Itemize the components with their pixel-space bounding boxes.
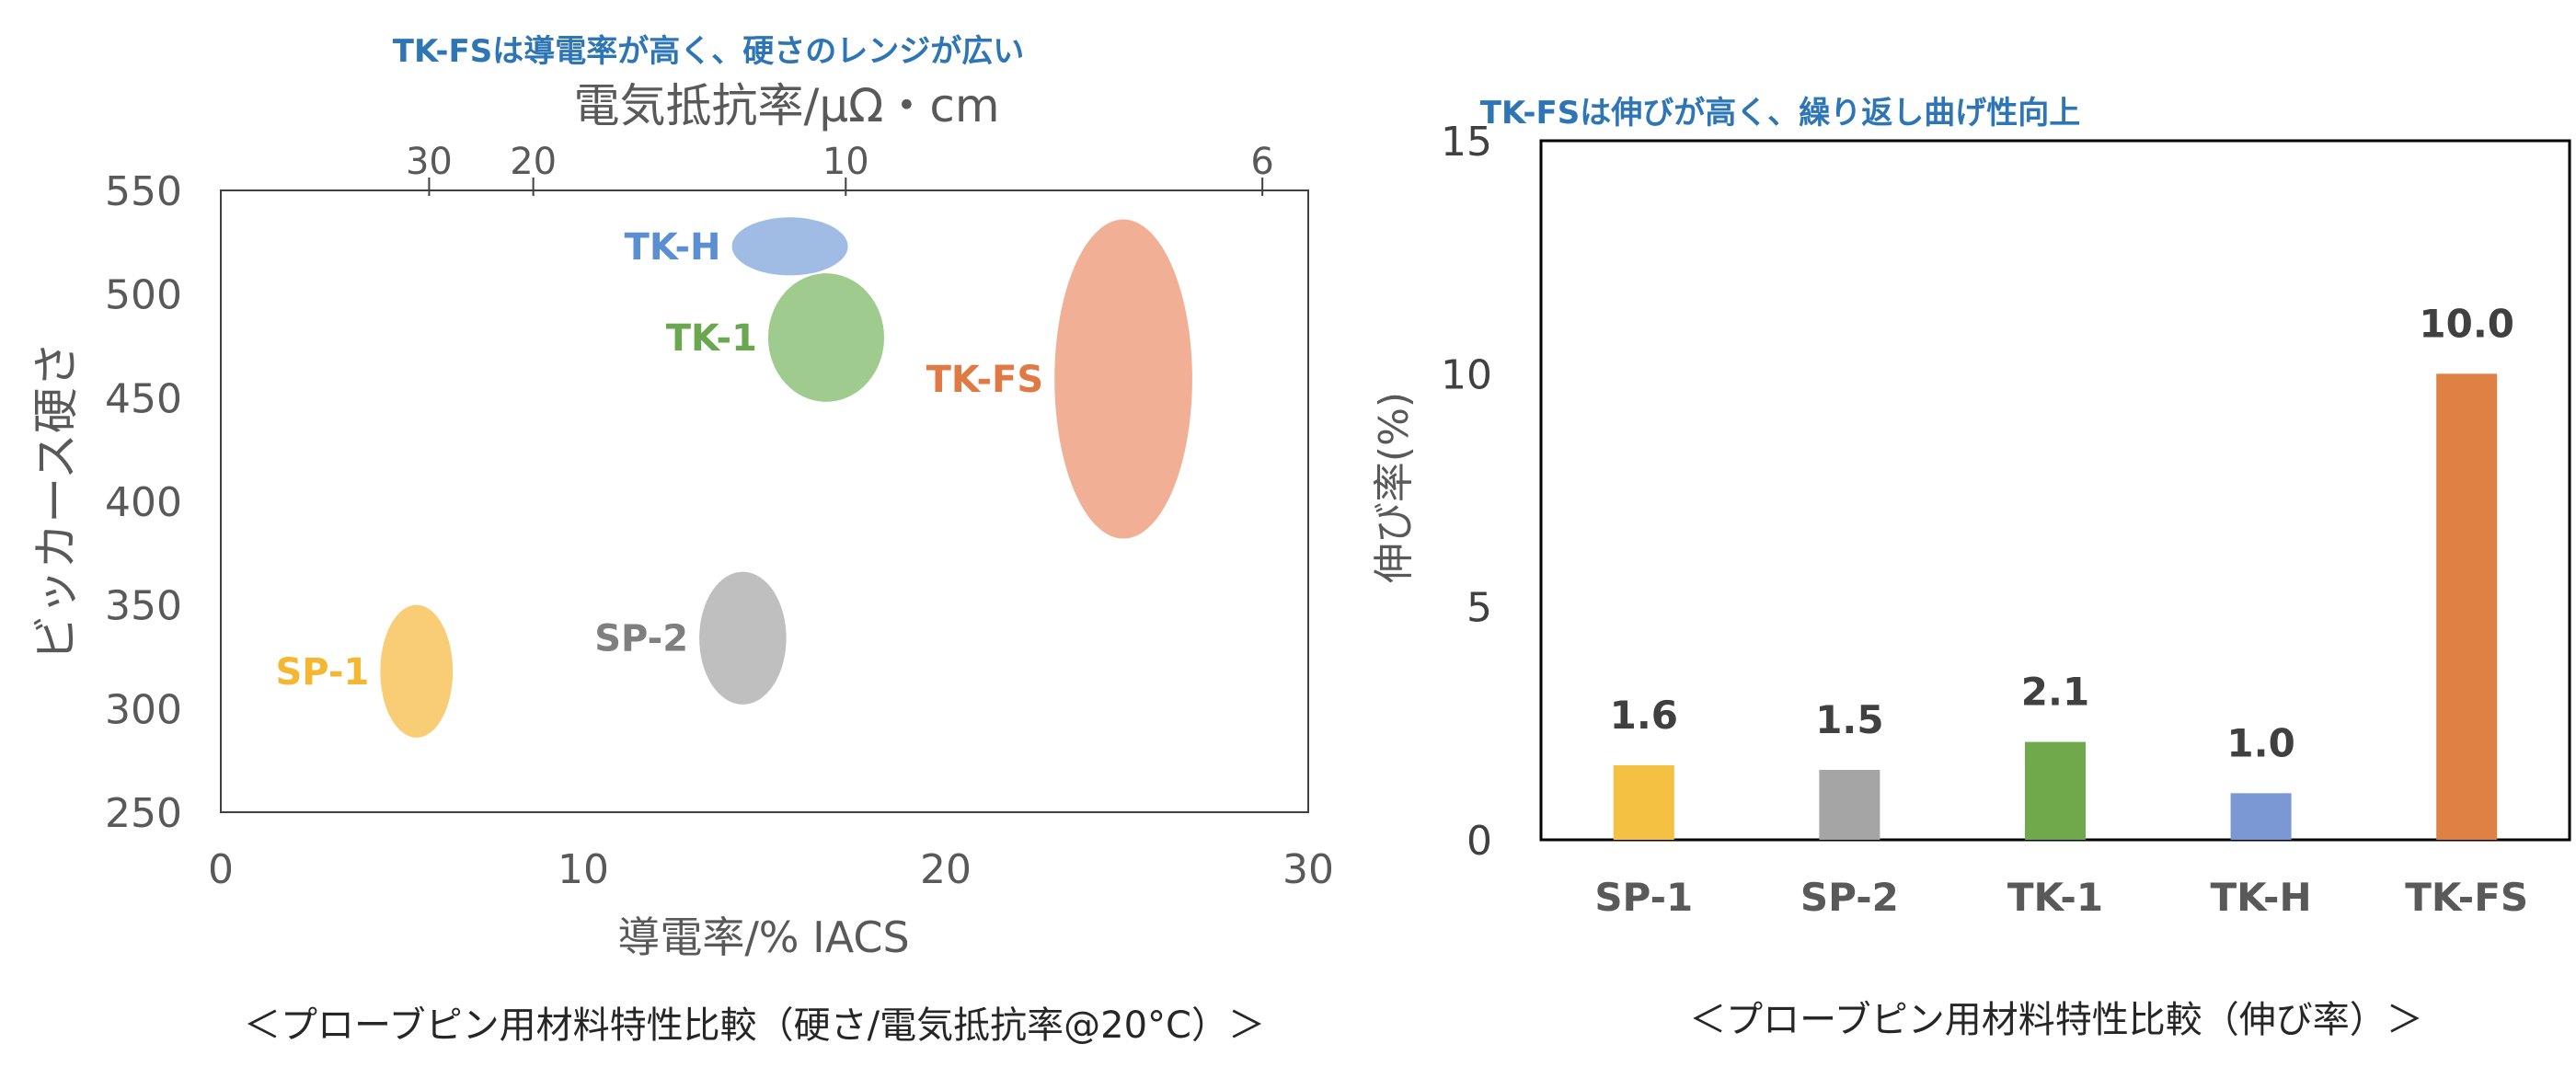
left-x-tick-10: 10 bbox=[558, 846, 609, 893]
right-y-tick-0: 0 bbox=[1466, 818, 1492, 865]
right-y-axis-label: 伸び率(%) bbox=[1371, 392, 1418, 583]
ellipse-tk-1 bbox=[767, 273, 885, 402]
left-plot-area bbox=[220, 189, 1309, 813]
left-chart: TK-FSは導電率が高く、硬さのレンジが広い 電気抵抗率/μΩ・cm 30 20 1… bbox=[29, 33, 1334, 1047]
value-label-tk-1: 2.1 bbox=[2021, 670, 2089, 715]
ellipse-tk-h bbox=[731, 217, 848, 276]
category-label-sp-1: SP-1 bbox=[1594, 875, 1693, 920]
category-label-sp-2: SP-2 bbox=[1800, 875, 1899, 920]
left-y-axis-label: ビッカース硬さ bbox=[29, 341, 83, 661]
right-chart-caption: ＜プローブピン用材料特性比較（伸び率）＞ bbox=[1689, 999, 2423, 1041]
category-label-tk-fs: TK-FS bbox=[2405, 875, 2528, 920]
left-y-tick-300: 300 bbox=[105, 686, 182, 733]
right-plot-area bbox=[1539, 139, 2571, 842]
label-tk-h: TK-H bbox=[625, 226, 721, 269]
left-y-tick-550: 550 bbox=[105, 168, 182, 215]
label-sp-1: SP-1 bbox=[276, 651, 370, 694]
left-secondary-tick-label: 10 bbox=[822, 141, 869, 183]
left-x-tick-20: 20 bbox=[920, 846, 972, 893]
left-secondary-tick-label: 20 bbox=[510, 141, 557, 183]
label-tk-1: TK-1 bbox=[666, 317, 757, 360]
value-label-sp-1: 1.6 bbox=[1610, 693, 1678, 738]
value-label-sp-2: 1.5 bbox=[1815, 697, 1883, 742]
bar-tk-h bbox=[2230, 793, 2292, 840]
left-y-tick-500: 500 bbox=[105, 272, 182, 319]
left-x-tick-0: 0 bbox=[208, 846, 234, 893]
left-y-tick-250: 250 bbox=[105, 790, 182, 837]
right-category-labels: SP-1 SP-2 TK-1 TK-H TK-FS bbox=[1594, 875, 2528, 920]
left-y-tick-450: 450 bbox=[105, 375, 182, 422]
left-secondary-tick-label: 6 bbox=[1250, 141, 1273, 183]
right-y-tick-10: 10 bbox=[1441, 351, 1492, 398]
left-x-tick-30: 30 bbox=[1282, 846, 1334, 893]
bar-tk-fs bbox=[2436, 373, 2498, 840]
right-chart-title: TK-FSは伸びが高く、繰り返し曲げ性向上 bbox=[1480, 95, 2080, 132]
left-point-labels: SP-1 SP-2 TK-H TK-1 TK-FS bbox=[276, 226, 1044, 694]
bar-sp-1 bbox=[1613, 764, 1674, 840]
ellipse-sp-1 bbox=[380, 604, 454, 738]
label-sp-2: SP-2 bbox=[594, 618, 688, 660]
left-ellipses bbox=[380, 217, 1192, 738]
left-secondary-tick-label: 30 bbox=[406, 141, 453, 183]
left-y-tick-labels: 250 300 350 400 450 500 550 bbox=[105, 168, 182, 837]
bar-tk-1 bbox=[2025, 741, 2086, 840]
right-y-tick-labels: 0 5 10 15 bbox=[1441, 119, 1492, 865]
left-chart-caption: ＜プローブピン用材料特性比較（硬さ/電気抵抗率@20°C）＞ bbox=[244, 1004, 1265, 1047]
label-tk-fs: TK-FS bbox=[926, 359, 1044, 401]
right-y-tick-5: 5 bbox=[1466, 585, 1492, 632]
category-label-tk-h: TK-H bbox=[2211, 875, 2312, 920]
left-x-tick-labels: 0 10 20 30 bbox=[208, 846, 1334, 893]
ellipse-tk-fs bbox=[1054, 219, 1192, 539]
left-y-tick-400: 400 bbox=[105, 479, 182, 526]
bar-sp-2 bbox=[1819, 770, 1880, 840]
right-value-labels: 1.6 1.5 2.1 1.0 10.0 bbox=[1610, 301, 2514, 765]
category-label-tk-1: TK-1 bbox=[2007, 875, 2103, 920]
right-y-tick-15: 15 bbox=[1441, 119, 1492, 166]
right-bars bbox=[1613, 373, 2498, 840]
left-x-axis-label: 導電率/% IACS bbox=[617, 912, 909, 962]
left-chart-title: TK-FSは導電率が高く、硬さのレンジが広い bbox=[393, 33, 1024, 70]
value-label-tk-h: 1.0 bbox=[2226, 720, 2294, 765]
left-y-tick-350: 350 bbox=[105, 583, 182, 630]
ellipse-sp-2 bbox=[699, 571, 787, 705]
left-secondary-axis-label: 電気抵抗率/μΩ・cm bbox=[573, 79, 999, 132]
value-label-tk-fs: 10.0 bbox=[2419, 301, 2514, 346]
left-secondary-ticks: 30 20 10 6 bbox=[406, 141, 1274, 196]
